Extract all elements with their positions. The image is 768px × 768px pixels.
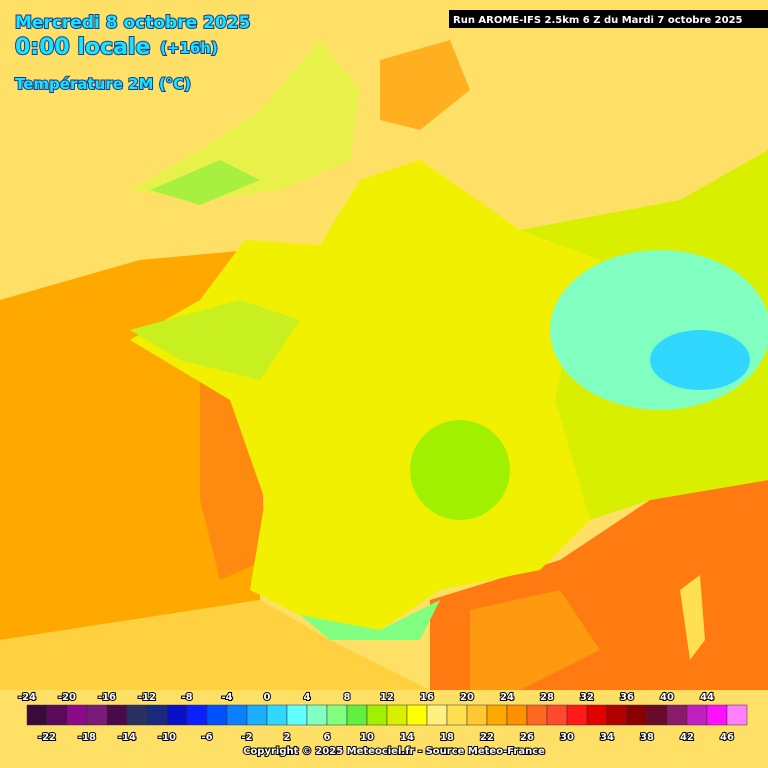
legend-swatch <box>406 704 428 726</box>
legend-tick-label: 36 <box>620 692 634 703</box>
time: 0:00 locale <box>15 35 150 60</box>
alps-cold <box>550 250 768 410</box>
legend-tick-label: -6 <box>201 732 212 743</box>
legend-swatch <box>546 704 568 726</box>
variable: Température 2M (°C) <box>15 75 191 93</box>
legend-tick-label: 30 <box>560 732 574 743</box>
legend-swatch <box>306 704 328 726</box>
legend-swatch <box>166 704 188 726</box>
legend-tick-label: 14 <box>400 732 414 743</box>
legend-swatch <box>66 704 88 726</box>
date: Mercredi 8 octobre 2025 <box>15 13 250 33</box>
legend-tick-label: 42 <box>680 732 694 743</box>
footer: Copyright © 2025 Meteociel.fr - Source M… <box>243 746 545 757</box>
legend-tick-label: 38 <box>640 732 654 743</box>
legend-tick-label: -20 <box>58 692 76 703</box>
legend-swatch <box>206 704 228 726</box>
legend-tick-label: 12 <box>380 692 394 703</box>
run: Run AROME-IFS 2.5km 6 Z du Mardi 7 octob… <box>453 15 743 26</box>
lead: (+16h) <box>160 39 218 57</box>
legend-tick-label: -16 <box>98 692 116 703</box>
legend-swatch <box>666 704 688 726</box>
legend-swatch <box>626 704 648 726</box>
alps-peaks <box>650 330 750 390</box>
pyrenees <box>300 600 440 640</box>
legend-swatch <box>686 704 708 726</box>
legend-tick-label: 16 <box>420 692 434 703</box>
legend-swatch <box>106 704 128 726</box>
legend-tick-label: -22 <box>38 732 56 743</box>
britain-south <box>150 160 260 205</box>
legend-swatch <box>326 704 348 726</box>
legend-tick-label: 0 <box>264 692 271 703</box>
legend-swatch <box>386 704 408 726</box>
legend-tick-label: 22 <box>480 732 494 743</box>
legend-swatch <box>226 704 248 726</box>
legend-tick-label: 2 <box>284 732 291 743</box>
legend-swatch <box>446 704 468 726</box>
legend-tick-label: -12 <box>138 692 156 703</box>
gulf-of-lion <box>470 590 600 690</box>
north-sea <box>380 40 470 130</box>
legend-tick-label: 20 <box>460 692 474 703</box>
legend-swatch <box>586 704 608 726</box>
legend-tick-label: 18 <box>440 732 454 743</box>
legend-tick-label: 34 <box>600 732 614 743</box>
legend-swatch <box>26 704 48 726</box>
legend-swatch <box>366 704 388 726</box>
legend-swatch <box>246 704 268 726</box>
legend-tick-label: 24 <box>500 692 514 703</box>
legend-swatch <box>146 704 168 726</box>
legend-tick-label: 46 <box>720 732 734 743</box>
massif-central <box>410 420 510 520</box>
legend-swatch <box>346 704 368 726</box>
legend-tick-label: -14 <box>118 732 136 743</box>
legend-tick-label: 4 <box>304 692 311 703</box>
legend-tick-label: 8 <box>344 692 351 703</box>
brittany <box>130 300 300 380</box>
legend-tick-label: -8 <box>181 692 192 703</box>
legend-swatch <box>706 704 728 726</box>
legend-tick-label: -4 <box>221 692 232 703</box>
legend-swatch <box>506 704 528 726</box>
legend-swatch <box>266 704 288 726</box>
legend-swatch <box>186 704 208 726</box>
legend-swatch <box>426 704 448 726</box>
legend-tick-label: -10 <box>158 732 176 743</box>
legend-swatch <box>526 704 548 726</box>
legend-tick-label: 28 <box>540 692 554 703</box>
legend-tick-label: 32 <box>580 692 594 703</box>
legend-tick-label: 26 <box>520 732 534 743</box>
spain <box>0 600 430 690</box>
legend-swatch <box>126 704 148 726</box>
legend-swatch <box>86 704 108 726</box>
legend-swatch <box>726 704 748 726</box>
legend-swatch <box>46 704 68 726</box>
britain <box>130 40 360 200</box>
legend-tick-label: -2 <box>241 732 252 743</box>
legend-swatch <box>566 704 588 726</box>
legend-tick-label: -18 <box>78 732 96 743</box>
corsica <box>680 575 705 660</box>
legend-tick-label: 44 <box>700 692 714 703</box>
run-box <box>449 10 768 28</box>
legend-tick-label: 6 <box>324 732 331 743</box>
legend-swatch <box>646 704 668 726</box>
legend-tick-label: -24 <box>18 692 36 703</box>
legend-swatch <box>466 704 488 726</box>
legend-swatch <box>606 704 628 726</box>
legend-tick-label: 40 <box>660 692 674 703</box>
legend-swatch <box>286 704 308 726</box>
legend-swatch <box>486 704 508 726</box>
legend-tick-label: 10 <box>360 732 374 743</box>
